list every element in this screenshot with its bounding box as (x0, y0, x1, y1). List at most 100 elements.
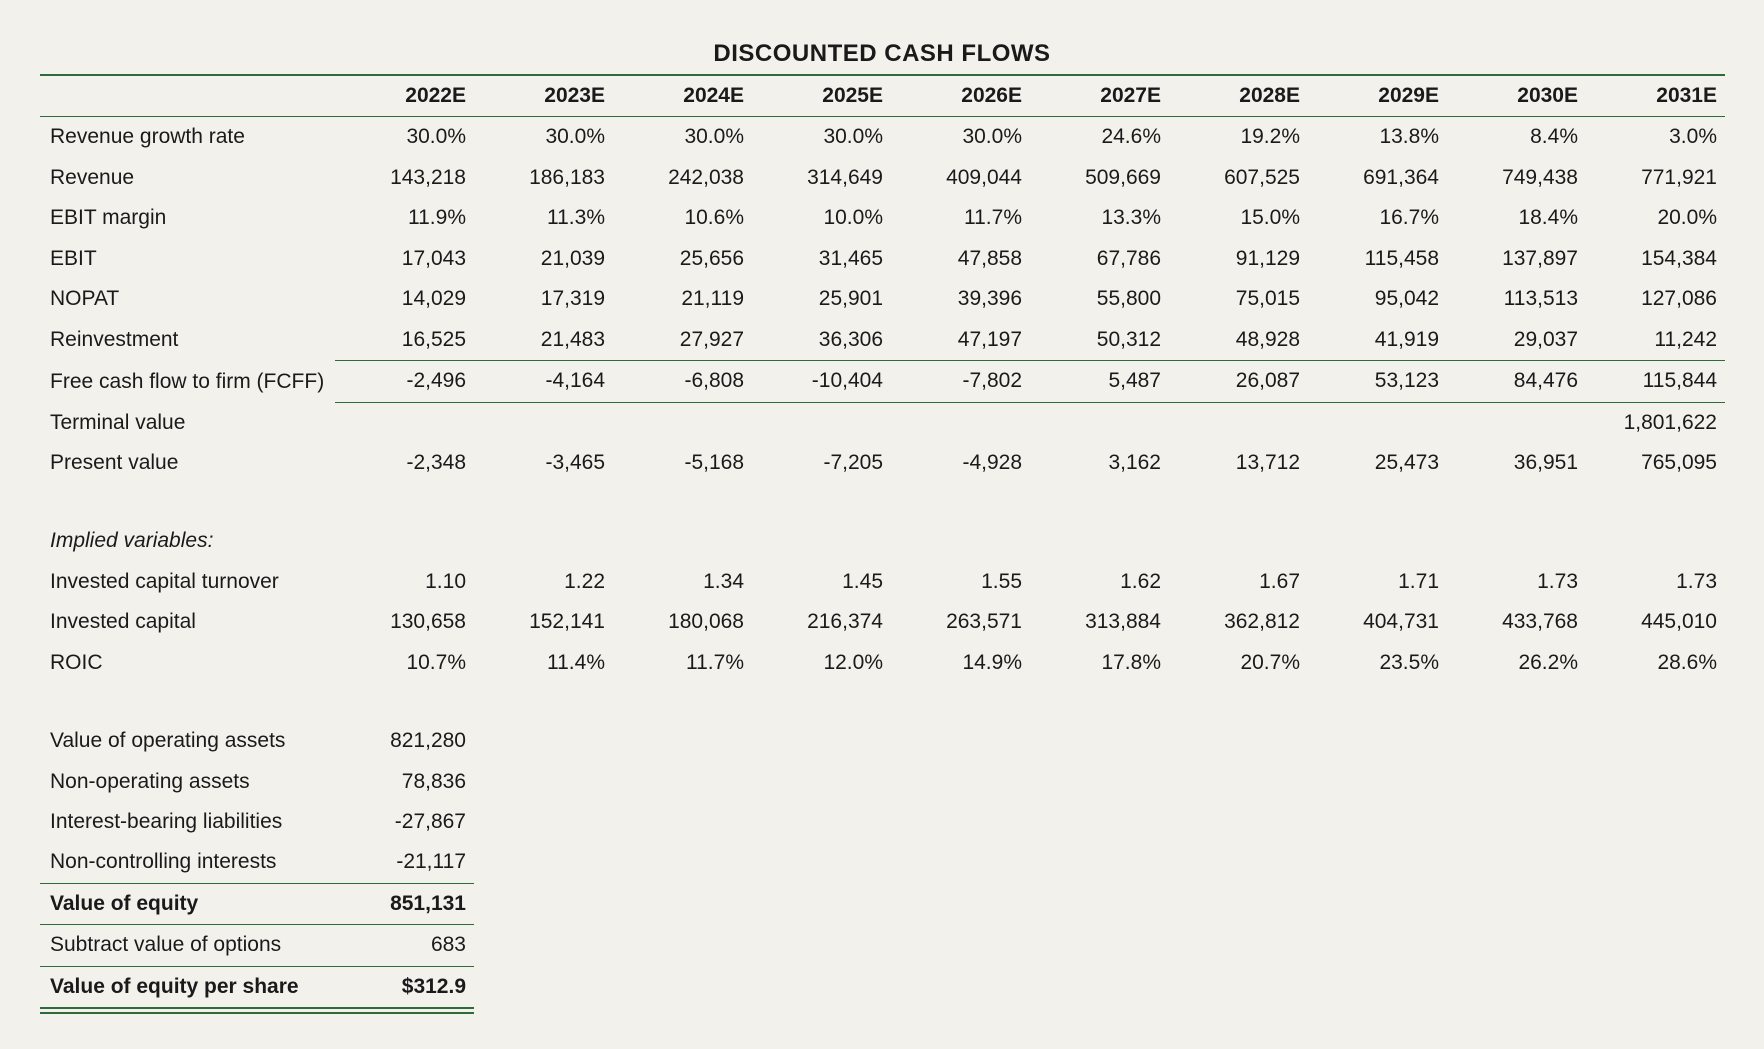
row-subtract-options: Subtract value of options 683 (40, 925, 1725, 966)
cell: $312.9 (335, 966, 474, 1008)
cell: 55,800 (1030, 279, 1169, 319)
col-header: 2029E (1308, 75, 1447, 117)
cell (1447, 402, 1586, 443)
cell: 263,571 (891, 602, 1030, 642)
cell: 113,513 (1447, 279, 1586, 319)
cell: 433,768 (1447, 602, 1586, 642)
cell: 409,044 (891, 158, 1030, 198)
cell (335, 402, 474, 443)
spacer-row (40, 483, 1725, 521)
col-header: 2030E (1447, 75, 1586, 117)
cell: -4,928 (891, 443, 1030, 483)
cell: 47,197 (891, 320, 1030, 361)
cell: 3.0% (1586, 117, 1725, 158)
cell: 143,218 (335, 158, 474, 198)
col-header: 2026E (891, 75, 1030, 117)
cell: 11.7% (613, 643, 752, 683)
cell: 314,649 (752, 158, 891, 198)
cell: 25,473 (1308, 443, 1447, 483)
cell: 48,928 (1169, 320, 1308, 361)
header-row: 2022E 2023E 2024E 2025E 2026E 2027E 2028… (40, 75, 1725, 117)
cell: 21,039 (474, 239, 613, 279)
cell: 75,015 (1169, 279, 1308, 319)
row-present-value: Present value -2,348 -3,465 -5,168 -7,20… (40, 443, 1725, 483)
cell: 25,901 (752, 279, 891, 319)
col-header: 2022E (335, 75, 474, 117)
cell: -5,168 (613, 443, 752, 483)
col-header: 2031E (1586, 75, 1725, 117)
cell: 13.8% (1308, 117, 1447, 158)
row-label: Non-operating assets (40, 762, 335, 802)
cell: 30.0% (891, 117, 1030, 158)
cell: -3,465 (474, 443, 613, 483)
cell: 154,384 (1586, 239, 1725, 279)
cell: 10.0% (752, 198, 891, 238)
cell: 18.4% (1447, 198, 1586, 238)
cell: 8.4% (1447, 117, 1586, 158)
cell: 17,043 (335, 239, 474, 279)
row-label: Interest-bearing liabilities (40, 802, 335, 842)
cell: 17.8% (1030, 643, 1169, 683)
cell: 19.2% (1169, 117, 1308, 158)
cell: -4,164 (474, 361, 613, 402)
cell (1030, 402, 1169, 443)
row-ebit-margin: EBIT margin 11.9% 11.3% 10.6% 10.0% 11.7… (40, 198, 1725, 238)
cell: -7,802 (891, 361, 1030, 402)
cell: 445,010 (1586, 602, 1725, 642)
cell (1308, 402, 1447, 443)
cell: 10.6% (613, 198, 752, 238)
cell: 180,068 (613, 602, 752, 642)
cell: 115,844 (1586, 361, 1725, 402)
cell: 13.3% (1030, 198, 1169, 238)
cell: 130,658 (335, 602, 474, 642)
cell: 30.0% (613, 117, 752, 158)
cell: 765,095 (1586, 443, 1725, 483)
cell: 1.62 (1030, 562, 1169, 602)
cell: 1.55 (891, 562, 1030, 602)
cell: 1.34 (613, 562, 752, 602)
row-nopat: NOPAT 14,029 17,319 21,119 25,901 39,396… (40, 279, 1725, 319)
cell (891, 402, 1030, 443)
cell: 25,656 (613, 239, 752, 279)
spacer-row (40, 683, 1725, 721)
cell (752, 402, 891, 443)
header-blank (40, 75, 335, 117)
cell: 11,242 (1586, 320, 1725, 361)
cell: 1.73 (1586, 562, 1725, 602)
col-header: 2024E (613, 75, 752, 117)
cell: 27,927 (613, 320, 752, 361)
row-label: Value of equity (40, 883, 335, 924)
cell: 26.2% (1447, 643, 1586, 683)
cell: 1.10 (335, 562, 474, 602)
cell: 242,038 (613, 158, 752, 198)
cell: 84,476 (1447, 361, 1586, 402)
cell: 30.0% (474, 117, 613, 158)
row-label: Invested capital (40, 602, 335, 642)
cell: 1.45 (752, 562, 891, 602)
row-interest-bearing-liab: Interest-bearing liabilities -27,867 (40, 802, 1725, 842)
cell: 16.7% (1308, 198, 1447, 238)
cell: 115,458 (1308, 239, 1447, 279)
cell: 1,801,622 (1586, 402, 1725, 443)
cell: 41,919 (1308, 320, 1447, 361)
dcf-page: DISCOUNTED CASH FLOWS 2022E 2023E 2024E … (0, 0, 1764, 1049)
row-label: Non-controlling interests (40, 842, 335, 883)
row-value-operating-assets: Value of operating assets 821,280 (40, 721, 1725, 761)
row-label: Value of equity per share (40, 966, 335, 1008)
cell: 362,812 (1169, 602, 1308, 642)
cell: 53,123 (1308, 361, 1447, 402)
row-label: Present value (40, 443, 335, 483)
cell: 3,162 (1030, 443, 1169, 483)
cell: 67,786 (1030, 239, 1169, 279)
cell: 30.0% (752, 117, 891, 158)
cell: 91,129 (1169, 239, 1308, 279)
cell: 851,131 (335, 883, 474, 924)
cell: 13,712 (1169, 443, 1308, 483)
table-title: DISCOUNTED CASH FLOWS (40, 40, 1724, 68)
cell: 23.5% (1308, 643, 1447, 683)
cell: 5,487 (1030, 361, 1169, 402)
cell: -27,867 (335, 802, 474, 842)
cell: 15.0% (1169, 198, 1308, 238)
cell (474, 402, 613, 443)
cell: 12.0% (752, 643, 891, 683)
